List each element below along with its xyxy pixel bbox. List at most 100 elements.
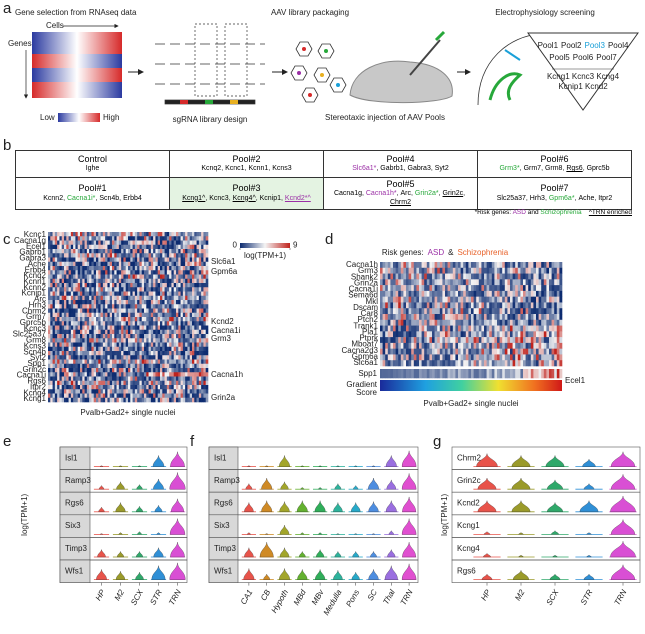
- heatmap-cell: [434, 319, 438, 326]
- heatmap-cell: [484, 285, 487, 292]
- heatmap-cell: [517, 308, 521, 315]
- heatmap-cell: [400, 279, 404, 286]
- heatmap-cell: [105, 300, 108, 305]
- heatmap-cell: [64, 380, 67, 386]
- heatmap-cell: [157, 295, 161, 301]
- heatmap-cell: [178, 236, 181, 241]
- heatmap-cell: [116, 380, 120, 386]
- heatmap-cell: [173, 342, 177, 348]
- heatmap-cell: [551, 302, 555, 309]
- heatmap-cell: [66, 304, 69, 309]
- heatmap-cell: [162, 249, 165, 254]
- heatmap-cell: [185, 351, 188, 356]
- heatmap-cell: [118, 253, 122, 258]
- heatmap-cell: [50, 363, 53, 369]
- heatmap-cell: [109, 300, 113, 305]
- heatmap-cell: [150, 257, 154, 263]
- heatmap-cell: [121, 278, 124, 284]
- heatmap-cell: [162, 287, 165, 292]
- heatmap-cell: [98, 342, 101, 348]
- heatmap-cell: [162, 266, 165, 271]
- x-tick-label: STR: [579, 588, 595, 607]
- heatmap-cell: [507, 331, 511, 338]
- heatmap-cell: [452, 369, 456, 379]
- heatmap-cell: [73, 291, 76, 297]
- heatmap-cell: [452, 273, 456, 280]
- heatmap-cell: [400, 319, 404, 326]
- heatmap-cell: [497, 342, 500, 349]
- heatmap-cell: [75, 274, 79, 280]
- heatmap-cell: [150, 244, 154, 250]
- heatmap-cell: [132, 376, 136, 382]
- heatmap-cell: [91, 359, 95, 365]
- heatmap-cell: [84, 300, 88, 305]
- heatmap-cell: [50, 244, 53, 250]
- violin: [316, 549, 325, 558]
- heatmap-cell: [150, 351, 154, 356]
- heatmap-cell: [473, 360, 477, 367]
- heatmap-cell: [543, 354, 547, 361]
- heatmap-cell: [59, 232, 63, 237]
- heatmap-cell: [82, 342, 85, 348]
- heatmap-cell: [201, 372, 204, 377]
- heatmap-cell: [66, 325, 69, 331]
- heatmap-cell: [504, 354, 508, 361]
- gene: Kcnc1: [225, 165, 248, 172]
- heatmap-cell: [182, 287, 186, 292]
- heatmap-cell: [387, 285, 391, 292]
- heatmap-cell: [538, 325, 542, 332]
- heatmap-cell: [75, 385, 79, 390]
- heatmap-cell: [203, 334, 207, 339]
- heatmap-cell: [114, 325, 117, 331]
- heatmap-cell: [91, 283, 95, 288]
- heatmap-cell: [458, 331, 461, 338]
- heatmap-cell: [141, 389, 145, 394]
- row-label: Six3: [214, 521, 230, 530]
- heatmap-cell: [68, 257, 72, 263]
- heatmap-cell: [546, 302, 550, 309]
- heatmap-cell: [114, 300, 117, 305]
- heatmap-cell: [201, 287, 204, 292]
- heatmap-cell: [164, 249, 168, 254]
- heatmap-cell: [192, 317, 195, 322]
- heatmap-cell: [77, 287, 81, 292]
- heatmap-cell: [102, 389, 106, 394]
- heatmap-cell: [123, 363, 127, 369]
- heatmap-cell: [504, 308, 508, 315]
- heatmap-cell: [494, 314, 498, 321]
- heatmap-cell: [497, 354, 500, 361]
- heatmap-cell: [173, 249, 177, 254]
- heatmap-cell: [86, 244, 90, 250]
- heatmap-cell: [116, 317, 120, 322]
- violin: [477, 478, 497, 490]
- heatmap-cell: [73, 240, 76, 246]
- heatmap-cell: [447, 354, 451, 361]
- heatmap-cell: [523, 325, 526, 332]
- heatmap-cell: [84, 329, 88, 335]
- colorbar-label: 0: [233, 241, 238, 250]
- heatmap-cell: [77, 274, 81, 280]
- heatmap-cell: [205, 257, 209, 263]
- heatmap-cell: [86, 385, 90, 390]
- heatmap-cell: [432, 360, 435, 367]
- heatmap-cell: [68, 291, 72, 297]
- heatmap-cell: [146, 300, 149, 305]
- heatmap-cell: [390, 331, 394, 338]
- heatmap-cell: [73, 295, 76, 301]
- heatmap-cell: [171, 295, 175, 301]
- heatmap-cell: [48, 283, 51, 288]
- heatmap-cell: [68, 312, 72, 318]
- heatmap-cell: [549, 342, 552, 349]
- heatmap-cell: [125, 334, 129, 339]
- heatmap-cell: [468, 331, 472, 338]
- heatmap-cell: [66, 372, 69, 377]
- heatmap-cell: [82, 363, 85, 369]
- heatmap-cell: [64, 240, 67, 246]
- heatmap-cell: [160, 249, 163, 254]
- heatmap-cell: [66, 240, 69, 246]
- heatmap-cell: [187, 321, 191, 326]
- heatmap-cell: [132, 295, 136, 301]
- heatmap-cell: [471, 290, 474, 297]
- heatmap-cell: [189, 355, 193, 360]
- heatmap-cell: [75, 317, 79, 322]
